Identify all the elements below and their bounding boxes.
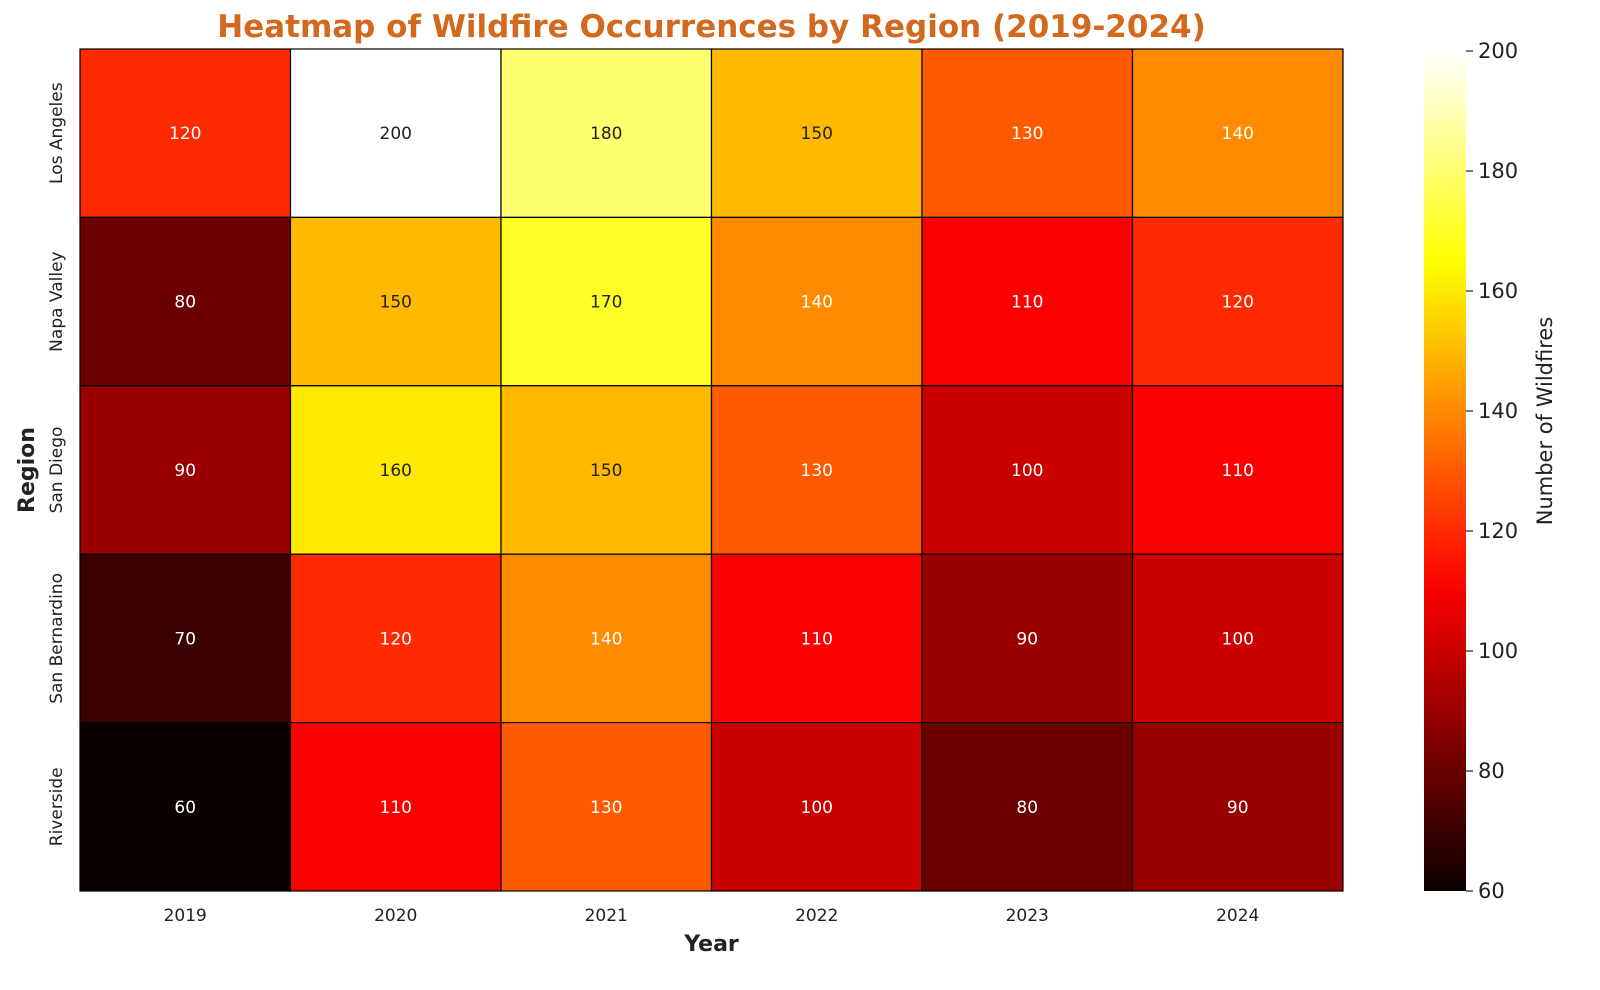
heatmap-cell	[79, 385, 292, 555]
y-tick-label: Los Angeles	[47, 82, 67, 184]
x-tick-label: 2020	[374, 906, 417, 926]
x-tick-label: 2022	[795, 906, 838, 926]
heatmap-cell	[500, 721, 713, 892]
cell-value-label: 120	[380, 629, 412, 649]
cell-value-label: 160	[380, 461, 412, 481]
heatmap-cell	[500, 385, 713, 555]
heatmap-cell	[289, 48, 502, 218]
colorbar-tick-label: 100	[1478, 639, 1518, 663]
colorbar-tick-label: 180	[1478, 159, 1518, 183]
x-axis-label: Year	[683, 932, 739, 957]
heatmap-cell	[710, 48, 923, 218]
cell-value-label: 150	[801, 124, 833, 144]
heatmap-cell	[1131, 216, 1344, 387]
heatmap-cell	[921, 48, 1134, 218]
cell-value-label: 140	[1222, 124, 1254, 144]
cell-value-label: 130	[1011, 124, 1043, 144]
cell-value-label: 140	[801, 293, 833, 313]
x-tick-label: 2023	[1006, 906, 1049, 926]
y-tick-label: San Diego	[47, 427, 67, 514]
cell-value-label: 90	[174, 461, 196, 481]
x-tick-label: 2021	[585, 906, 628, 926]
cell-value-label: 200	[380, 124, 412, 144]
cell-value-label: 110	[1011, 293, 1043, 313]
colorbar-tick-label: 200	[1478, 39, 1518, 63]
heatmap-cell	[921, 721, 1134, 892]
cell-value-label: 130	[801, 461, 833, 481]
cell-value-label: 180	[590, 124, 622, 144]
heatmap-cell	[500, 553, 713, 724]
cell-value-label: 100	[1011, 461, 1043, 481]
heatmap-cell	[710, 385, 923, 555]
cell-value-label: 70	[174, 629, 196, 649]
colorbar-tick-label: 160	[1478, 279, 1518, 303]
x-axis-ticks: 2019 2020 2021 2022 2023 2024	[164, 906, 1260, 926]
heatmap-cell	[79, 216, 292, 387]
chart-title: Heatmap of Wildfire Occurrences by Regio…	[217, 9, 1206, 45]
cell-value-label: 130	[590, 798, 622, 818]
heatmap-cell	[921, 385, 1134, 555]
y-tick-label: Riverside	[47, 767, 67, 846]
heatmap-cells: 120 200 180 150 130 140 80 150 170 140 110 120 90 160…	[79, 48, 1344, 892]
x-tick-label: 2024	[1216, 906, 1259, 926]
heatmap-cell	[1131, 48, 1344, 218]
y-tick-label: Napa Valley	[47, 251, 67, 351]
colorbar-gradient	[1424, 51, 1466, 891]
cell-value-label: 80	[1016, 798, 1038, 818]
colorbar-tick-label: 80	[1478, 759, 1505, 783]
colorbar-tick-label: 120	[1478, 519, 1518, 543]
colorbar: 60 80 100 120 140 160 180 200	[1424, 39, 1518, 903]
heatmap-cell	[79, 721, 292, 892]
cell-value-label: 110	[1222, 461, 1254, 481]
y-axis-label: Region	[15, 427, 40, 513]
cell-value-label: 90	[1016, 629, 1038, 649]
cell-value-label: 110	[380, 798, 412, 818]
colorbar-tick-label: 140	[1478, 399, 1518, 423]
cell-value-label: 110	[801, 629, 833, 649]
cell-value-label: 150	[380, 293, 412, 313]
cell-value-label: 60	[174, 798, 196, 818]
heatmap-cell	[710, 216, 923, 387]
heatmap-cell	[289, 721, 502, 892]
heatmap-cell	[289, 553, 502, 724]
cell-value-label: 170	[590, 293, 622, 313]
y-tick-label: San Bernardino	[47, 573, 67, 704]
heatmap-cell	[921, 553, 1134, 724]
cell-value-label: 150	[590, 461, 622, 481]
heatmap-cell	[79, 48, 292, 218]
heatmap-cell	[1131, 553, 1344, 724]
heatmap-cell	[289, 216, 502, 387]
cell-value-label: 80	[174, 293, 196, 313]
cell-value-label: 120	[169, 124, 201, 144]
colorbar-tick-label: 60	[1478, 879, 1505, 903]
cell-value-label: 90	[1227, 798, 1249, 818]
heatmap-cell	[710, 553, 923, 724]
cell-value-label: 140	[590, 629, 622, 649]
y-axis-ticks: Los Angeles Napa Valley San Diego San Berna…	[47, 82, 67, 846]
heatmap-cell	[710, 721, 923, 892]
heatmap-cell	[500, 48, 713, 218]
colorbar-label: Number of Wildfires	[1533, 317, 1557, 526]
heatmap-cell	[289, 385, 502, 555]
heatmap-cell	[79, 553, 292, 724]
cell-value-label: 100	[1222, 629, 1254, 649]
heatmap-cell	[1131, 385, 1344, 555]
x-tick-label: 2019	[164, 906, 207, 926]
cell-value-label: 100	[801, 798, 833, 818]
heatmap-cell	[1131, 721, 1344, 892]
cell-value-label: 120	[1222, 293, 1254, 313]
